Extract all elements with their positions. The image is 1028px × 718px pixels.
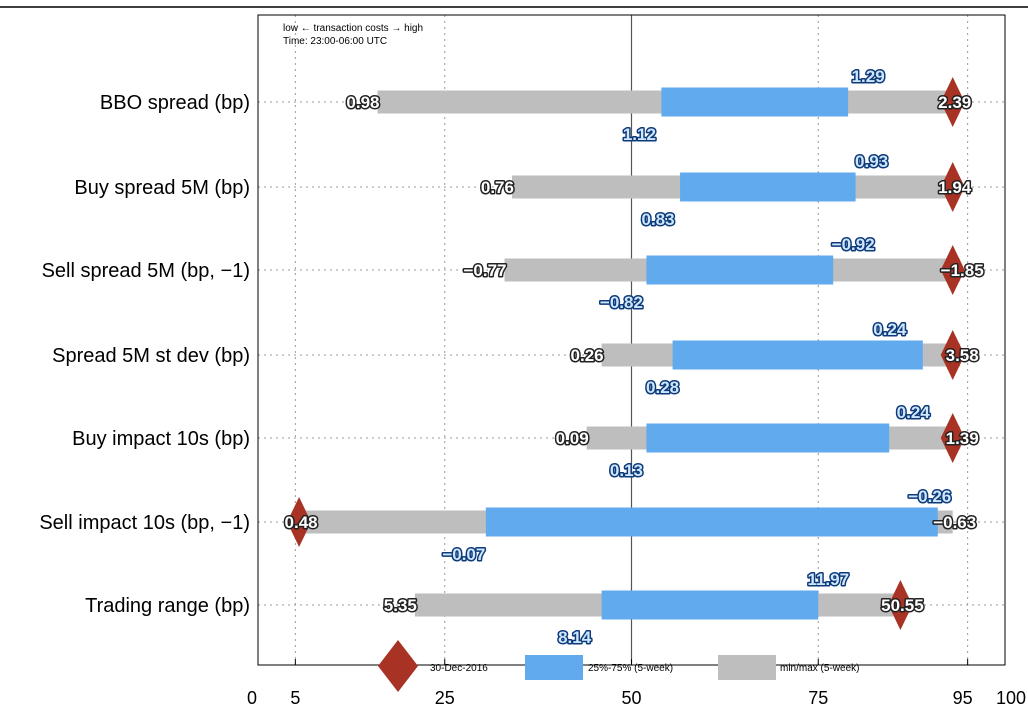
iqr-bar — [646, 255, 834, 285]
legend-minmax-swatch — [718, 655, 776, 680]
q25-value-label: −0.82 — [600, 293, 643, 312]
row-label: Sell spread 5M (bp, −1) — [42, 260, 250, 282]
max-value-label: 50.55 — [881, 596, 924, 615]
iqr-bar — [601, 590, 819, 620]
annotation-line-1: low ← transaction costs → high — [283, 23, 423, 34]
current-marker — [287, 497, 312, 547]
min-value-label: −0.77 — [463, 261, 506, 280]
q75-value-label: 0.24 — [873, 320, 907, 339]
row-label: BBO spread (bp) — [100, 92, 250, 114]
q75-value-label: 0.93 — [855, 152, 888, 171]
q75-value-label: 1.29 — [852, 67, 885, 86]
min-value-label: 0.26 — [571, 346, 604, 365]
x-tick-label: 5 — [290, 688, 300, 708]
x-tick-label: 75 — [808, 688, 828, 708]
q25-value-label: 0.13 — [610, 461, 643, 480]
row-label: Trading range (bp) — [85, 595, 250, 617]
row-label: Spread 5M st dev (bp) — [52, 345, 250, 367]
legend-minmax-label: min/max (5-week) — [780, 663, 859, 674]
current-marker — [940, 330, 965, 380]
min-value-label: 0.48 — [285, 513, 318, 532]
current-marker — [940, 413, 965, 463]
max-value-label: −1.85 — [941, 261, 984, 280]
q25-value-label: 8.14 — [558, 628, 592, 647]
current-marker — [888, 580, 913, 630]
iqr-bar — [672, 340, 923, 370]
current-marker — [940, 245, 965, 295]
min-value-label: 0.09 — [556, 429, 589, 448]
iqr-bar — [661, 87, 849, 117]
iqr-bar — [646, 423, 890, 453]
q25-value-label: −0.07 — [442, 545, 485, 564]
max-value-label: −0.63 — [933, 513, 976, 532]
x-tick-label: 100 — [996, 688, 1026, 708]
x-axis: 0 5 25 50 75 95 100 — [247, 659, 1026, 708]
current-marker — [940, 162, 965, 212]
q25-value-label: 1.12 — [623, 125, 656, 144]
row-label: Sell impact 10s (bp, −1) — [39, 512, 250, 534]
x-tick-label: 50 — [621, 688, 641, 708]
x-tick-label: 0 — [247, 688, 257, 708]
row-label: Buy spread 5M (bp) — [74, 177, 250, 199]
legend: 30-Dec-2016 25%-75% (5-week) min/max (5-we… — [378, 640, 859, 692]
min-value-label: 0.98 — [346, 93, 379, 112]
labels: BBO spread (bp) 0.98 2.39 1.29 1.12 Buy sprea… — [39, 66, 985, 649]
legend-marker-label: 30-Dec-2016 — [430, 663, 488, 674]
max-value-label: 1.39 — [946, 429, 979, 448]
annotation-line-2: Time: 23:00-06:00 UTC — [283, 36, 387, 47]
legend-iqr-label: 25%-75% (5-week) — [588, 663, 673, 674]
current-marker — [940, 77, 965, 127]
max-value-label: 1.94 — [938, 178, 972, 197]
row-label: Buy impact 10s (bp) — [72, 428, 250, 450]
iqr-bar — [485, 507, 938, 537]
legend-marker-swatch — [378, 640, 418, 692]
x-tick-label: 95 — [953, 688, 973, 708]
min-value-label: 0.76 — [481, 178, 514, 197]
iqr-bar — [680, 172, 856, 202]
max-value-label: 3.58 — [946, 346, 979, 365]
q75-value-label: −0.92 — [832, 235, 875, 254]
q75-value-label: −0.26 — [908, 487, 951, 506]
max-value-label: 2.39 — [938, 93, 971, 112]
bars — [287, 77, 965, 630]
q25-value-label: 0.28 — [646, 378, 679, 397]
min-value-label: 5.35 — [384, 596, 417, 615]
legend-iqr-swatch — [525, 655, 583, 680]
x-tick-label: 25 — [435, 688, 455, 708]
q25-value-label: 0.83 — [642, 210, 675, 229]
q75-value-label: 11.97 — [807, 570, 849, 589]
q75-value-label: 0.24 — [897, 403, 931, 422]
